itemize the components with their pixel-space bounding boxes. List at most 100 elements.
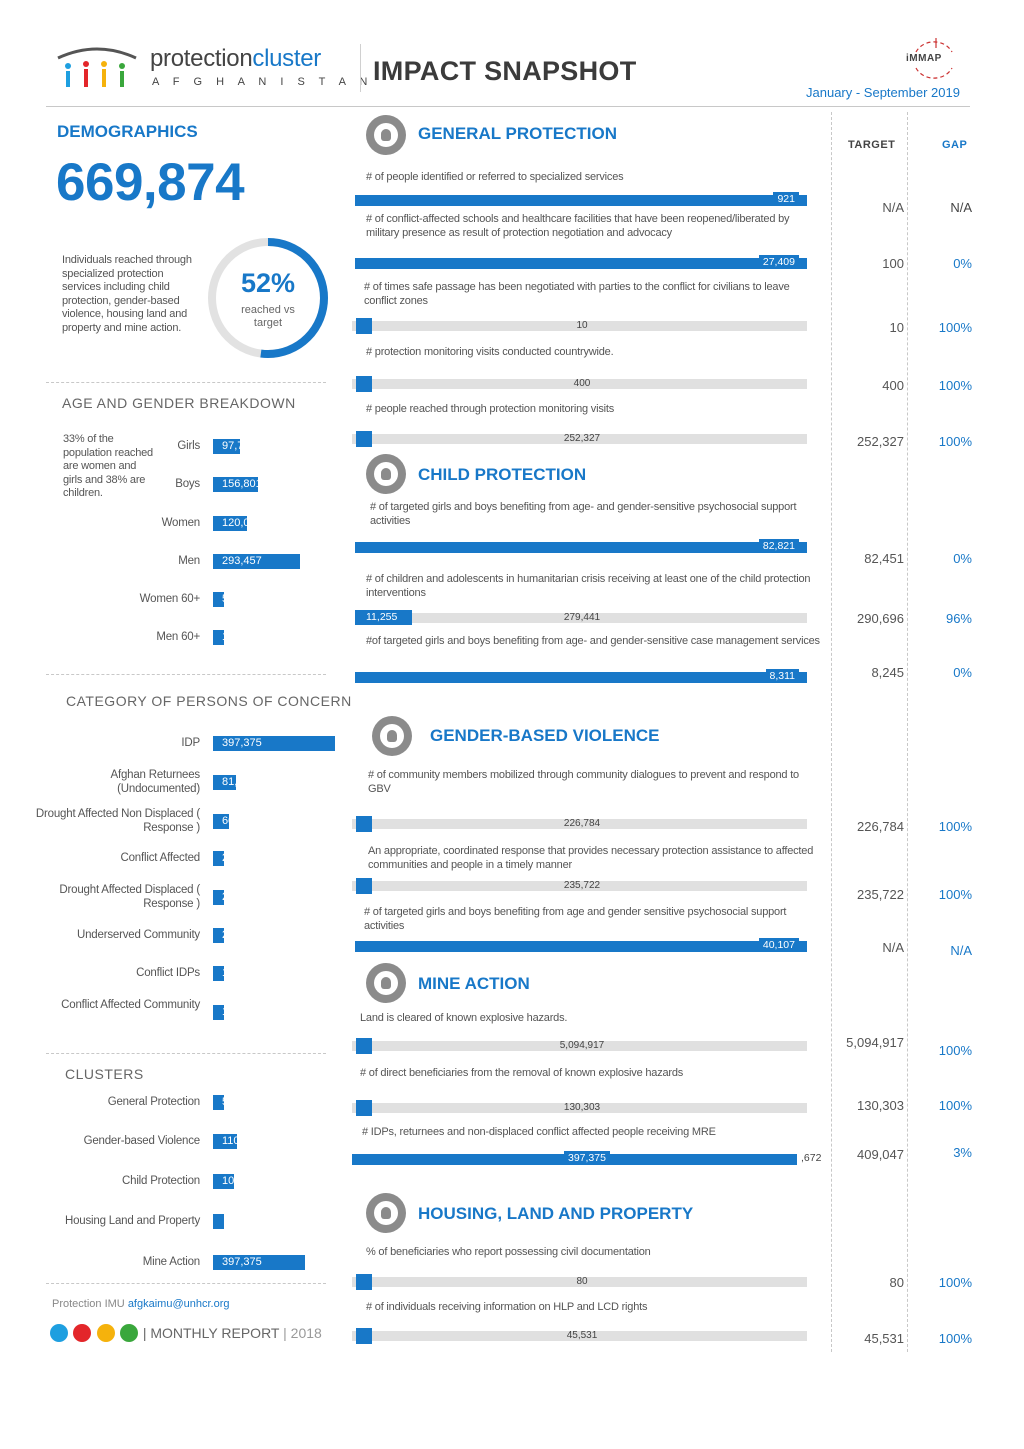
indicator-text: # people reached through protection moni…: [366, 403, 615, 415]
indicator-value: 252,327: [563, 433, 601, 444]
indicator-bar: [352, 1277, 807, 1287]
indicator-target: 409,047: [857, 1147, 904, 1162]
clusters-heading: CLUSTERS: [65, 1066, 144, 1082]
indicator-value: 82,821: [758, 539, 799, 553]
bar-label: IDP: [181, 737, 200, 749]
indicator-gap: 100%: [938, 320, 972, 335]
indicator-text: % of beneficiaries who report possessing…: [366, 1246, 651, 1258]
protection-cluster-logo: protectioncluster A F G H A N I S T A N: [52, 42, 367, 92]
indicator-target: 130,303: [857, 1098, 904, 1113]
indicator-text: # protection monitoring visits conducted…: [366, 346, 614, 358]
indicator-marker: [356, 816, 372, 832]
indicator-target: 82,451: [864, 551, 904, 566]
logo-text-main: protection: [150, 45, 253, 72]
indicator-target: 5,094,917: [846, 1035, 904, 1050]
indicator-bar: [352, 672, 807, 687]
bar-value: 156,801: [210, 477, 262, 492]
footer-brand: | MONTHLY REPORT | 2018: [50, 1324, 322, 1344]
bar-label: Mine Action: [142, 1256, 200, 1268]
indicator-bar: [352, 1103, 807, 1113]
indicator-text: Land is cleared of known explosive hazar…: [360, 1012, 568, 1024]
gbv-icon: [372, 716, 412, 756]
indicator-value: 921: [773, 192, 799, 206]
indicator-target: 252,327: [857, 434, 904, 449]
indicator-target: 10: [889, 320, 904, 335]
bar-label: Conflict IDPs: [136, 967, 200, 979]
bar-value: [210, 1214, 224, 1229]
indicator-bar: [352, 1041, 807, 1051]
bar-value: 97,726: [210, 439, 256, 454]
target-header: TARGET: [848, 139, 896, 151]
bar-value: 1,327: [210, 630, 250, 645]
indicator-value: 5,094,917: [559, 1040, 605, 1051]
bar-value: 21,106: [210, 928, 256, 943]
indicator-value: 400: [573, 378, 591, 389]
bar-value: 14,219: [210, 1005, 256, 1020]
indicator-value: 397,375: [564, 1151, 610, 1165]
indicator-value: 80: [576, 1276, 588, 1287]
indicator-text: # of conflict-affected schools and healt…: [366, 213, 790, 239]
contact-email-link[interactable]: afgkaimu@unhcr.org: [127, 1298, 230, 1310]
indicator-gap: 100%: [938, 819, 972, 834]
bar-value: 110,847: [210, 1134, 261, 1149]
indicator-bar: [352, 195, 807, 210]
indicator-target: 80: [889, 1275, 904, 1290]
indicator-gap: 3%: [953, 1145, 972, 1160]
indicator-text: # of community members mobilized through…: [368, 769, 799, 795]
bar-label: Boys: [175, 478, 200, 490]
indicator-bar: [352, 613, 807, 623]
indicator-reached-bar: 11,255: [352, 610, 412, 625]
color-dot-green: [120, 1324, 139, 1342]
hlp-heading: HOUSING, LAND AND PROPERTY: [418, 1204, 694, 1223]
bar-label: Underserved Community: [77, 929, 200, 941]
indicator-bar: [352, 941, 807, 956]
bar-label: Girls: [177, 440, 200, 452]
logo-subtitle: A F G H A N I S T A N: [152, 76, 373, 88]
bar-value: 120,033: [210, 516, 262, 531]
indicator-text: # of individuals receiving information o…: [366, 1301, 648, 1313]
indicator-gap: N/A: [950, 943, 972, 958]
age-gender-note: 33% of the population reached are women …: [63, 433, 153, 499]
hlp-icon: [366, 1193, 406, 1233]
age-gender-heading: AGE AND GENDER BREAKDOWN: [62, 395, 296, 411]
bar-value: 102,387: [210, 1174, 262, 1189]
bar-label: Housing Land and Property: [64, 1215, 200, 1227]
indicator-target: 8,245: [871, 665, 904, 680]
indicator-bar: [352, 542, 807, 557]
indicator-gap: 0%: [953, 551, 972, 566]
indicator-target: 226,784: [857, 819, 904, 834]
indicator-text: An appropriate, coordinated response tha…: [368, 845, 814, 871]
bar-value: 58,041: [210, 1095, 256, 1110]
indicator-value: 10: [576, 320, 588, 331]
indicator-value: 130,303: [563, 1102, 601, 1113]
color-dot-yellow: [96, 1324, 115, 1342]
indicator-text: # of direct beneficiaries from the remov…: [360, 1067, 684, 1079]
indicator-marker: [356, 878, 372, 894]
bar-value: 530: [210, 592, 240, 607]
bar-value: 21,556: [210, 890, 256, 905]
bar-value: 25,464: [210, 851, 256, 866]
bar-label: Women: [161, 517, 201, 529]
indicator-marker: [356, 431, 372, 447]
indicator-gap: 100%: [938, 1331, 972, 1346]
indicator-gap: 100%: [938, 1043, 972, 1058]
indicator-gap: 96%: [945, 611, 972, 626]
general-protection-heading: GENERAL PROTECTION: [418, 124, 617, 143]
bar-label: Men 60+: [156, 631, 200, 643]
people-logo-icon: [57, 47, 137, 87]
indicator-target: 45,531: [864, 1331, 904, 1346]
bar-value: 60,795: [210, 814, 256, 829]
total-reached: 669,874: [56, 153, 245, 212]
general-protection-icon: [366, 115, 406, 155]
indicator-target: N/A: [882, 200, 904, 215]
mine-action-icon: [366, 963, 406, 1003]
gauge-caption: reached vs target: [241, 304, 295, 329]
indicator-text: # of people identified or referred to sp…: [366, 171, 624, 183]
indicator-text: # of times safe passage has been negotia…: [364, 281, 790, 307]
indicator-value: 40,107: [758, 938, 799, 952]
indicator-gap: 0%: [953, 256, 972, 271]
category-heading: CATEGORY OF PERSONS OF CONCERN: [66, 693, 352, 709]
bar-label: Women 60+: [139, 593, 201, 605]
bar-label: Conflict Affected Community: [61, 999, 200, 1011]
child-protection-icon: [366, 454, 406, 494]
